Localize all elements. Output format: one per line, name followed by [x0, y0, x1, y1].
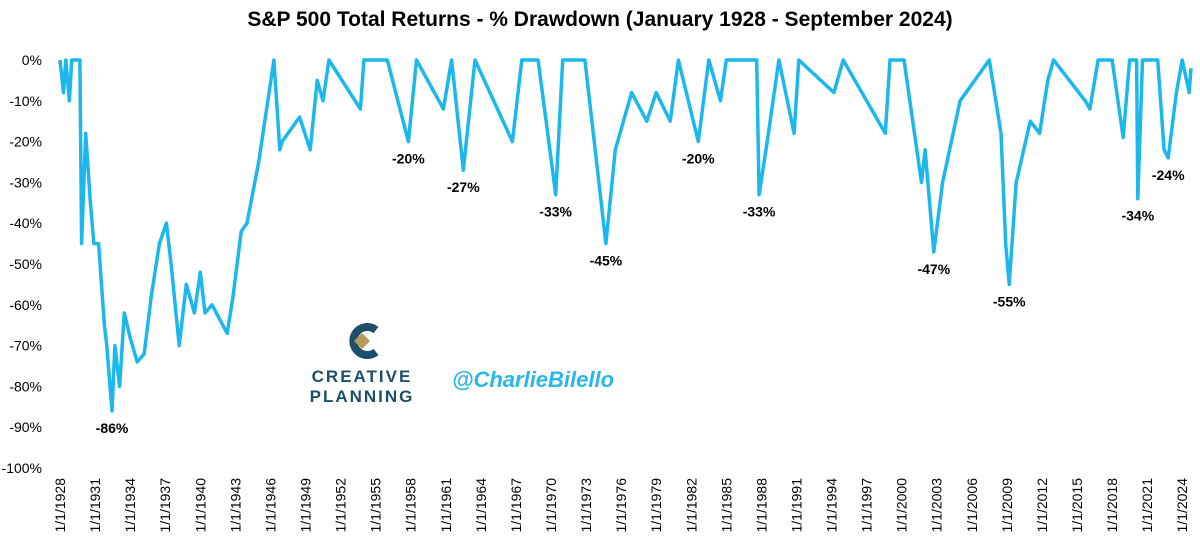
x-tick-label: 1/1/1949 — [297, 478, 313, 533]
x-tick-label: 1/1/2006 — [964, 478, 980, 533]
x-tick-label: 1/1/1943 — [227, 478, 243, 533]
logo-text: PLANNING — [310, 387, 415, 406]
x-tick-label: 1/1/2012 — [1034, 478, 1050, 533]
x-tick-label: 1/1/1934 — [122, 478, 138, 533]
annotation: -55% — [993, 293, 1026, 309]
y-tick-label: -20% — [9, 134, 42, 150]
x-tick-label: 1/1/1976 — [613, 478, 629, 533]
x-tick-label: 1/1/2009 — [999, 478, 1015, 533]
y-tick-label: -90% — [9, 419, 42, 435]
x-tick-label: 1/1/1985 — [718, 478, 734, 533]
x-tick-label: 1/1/1991 — [788, 478, 804, 533]
y-tick-label: -50% — [9, 256, 42, 272]
logo-icon — [349, 323, 379, 359]
x-tick-label: 1/1/1928 — [52, 478, 68, 533]
logo-text: CREATIVE — [312, 367, 413, 386]
x-tick-label: 1/1/1946 — [262, 478, 278, 533]
annotation: -20% — [392, 151, 425, 167]
x-tick-label: 1/1/1940 — [192, 478, 208, 533]
x-tick-label: 1/1/1988 — [753, 478, 769, 533]
x-tick-label: 1/1/2015 — [1069, 478, 1085, 533]
x-tick-label: 1/1/1955 — [368, 478, 384, 533]
x-tick-label: 1/1/2021 — [1139, 478, 1155, 533]
y-tick-label: -30% — [9, 174, 42, 190]
y-tick-label: -60% — [9, 297, 42, 313]
annotation: -47% — [917, 261, 950, 277]
x-tick-label: 1/1/1931 — [87, 478, 103, 533]
annotation: -24% — [1152, 167, 1185, 183]
chart-title: S&P 500 Total Returns - % Drawdown (Janu… — [247, 8, 952, 31]
y-tick-label: -40% — [9, 215, 42, 231]
x-tick-label: 1/1/1973 — [578, 478, 594, 533]
x-tick-label: 1/1/1967 — [508, 478, 524, 533]
x-tick-label: 1/1/2000 — [894, 478, 910, 533]
y-tick-label: -100% — [2, 460, 42, 476]
handle: @CharlieBilello — [452, 367, 614, 392]
x-tick-label: 1/1/2003 — [929, 478, 945, 533]
x-tick-label: 1/1/1958 — [403, 478, 419, 533]
annotation: -27% — [447, 179, 480, 195]
x-tick-label: 1/1/1952 — [333, 478, 349, 533]
y-tick-label: -80% — [9, 378, 42, 394]
annotation: -33% — [539, 204, 572, 220]
x-tick-label: 1/1/1970 — [543, 478, 559, 533]
annotation: -33% — [743, 204, 776, 220]
annotation: -45% — [590, 253, 623, 269]
annotation: -86% — [96, 420, 129, 436]
x-tick-label: 1/1/2018 — [1104, 478, 1120, 533]
x-tick-label: 1/1/1997 — [859, 478, 875, 533]
y-tick-label: 0% — [22, 52, 42, 68]
y-tick-label: -10% — [9, 93, 42, 109]
annotation: -20% — [682, 151, 715, 167]
x-tick-label: 1/1/1982 — [683, 478, 699, 533]
x-tick-label: 1/1/1961 — [438, 478, 454, 533]
x-tick-label: 1/1/1964 — [473, 478, 489, 533]
annotation: -34% — [1121, 208, 1154, 224]
x-tick-label: 1/1/1994 — [824, 478, 840, 533]
drawdown-line — [58, 58, 1193, 413]
x-tick-label: 1/1/2024 — [1174, 478, 1190, 533]
x-tick-label: 1/1/1937 — [157, 478, 173, 533]
x-tick-label: 1/1/1979 — [648, 478, 664, 533]
y-tick-label: -70% — [9, 338, 42, 354]
